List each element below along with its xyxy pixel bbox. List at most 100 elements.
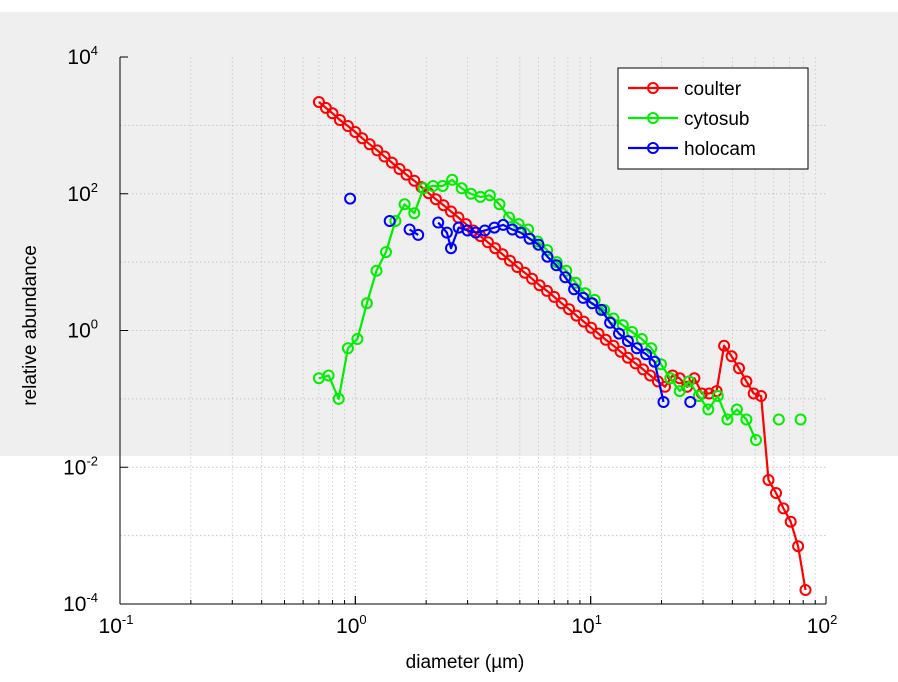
series-cytosub — [312, 173, 807, 446]
data-point-holocam — [440, 226, 453, 239]
data-point-cytosub — [389, 215, 402, 227]
data-point-cytosub — [794, 413, 807, 426]
data-point-coulter — [533, 279, 546, 292]
data-point-coulter — [496, 248, 509, 261]
data-point-cytosub — [360, 297, 373, 310]
legend-marker-cytosub — [647, 112, 659, 124]
data-point-holocam — [604, 316, 617, 329]
data-point-holocam — [523, 232, 536, 245]
data-point-cytosub — [503, 211, 516, 224]
data-point-coulter — [577, 315, 590, 328]
data-point-coulter — [563, 303, 576, 316]
legend-label-cytosub: cytosub — [684, 109, 749, 130]
data-point-coulter — [481, 236, 494, 249]
data-point-coulter — [400, 168, 413, 181]
data-point-coulter — [599, 333, 612, 346]
data-point-cytosub — [692, 390, 705, 402]
data-point-coulter — [784, 515, 797, 528]
y-tick-label: 100 — [67, 317, 98, 343]
data-point-coulter — [312, 96, 325, 108]
y-tick-label: 10-4 — [63, 590, 98, 616]
data-point-cytosub — [683, 375, 696, 388]
data-point-cytosub — [446, 173, 459, 186]
data-point-coulter — [548, 290, 561, 303]
legend-label-coulter: coulter — [684, 79, 742, 100]
data-point-cytosub — [332, 392, 345, 405]
x-tick-label: 102 — [807, 612, 838, 638]
legend-marker-holocam — [647, 142, 659, 154]
data-point-holocam — [559, 271, 572, 284]
data-point-cytosub — [569, 276, 582, 289]
data-point-holocam — [461, 224, 474, 237]
data-point-holocam — [403, 223, 416, 236]
data-point-cytosub — [483, 189, 496, 202]
legend-marker-coulter — [647, 82, 659, 94]
data-point-coulter — [526, 272, 539, 285]
axes: 10-1 100 101 102 10-4 10-2 100 102 104 diameter (… — [20, 43, 837, 673]
data-point-coulter — [733, 362, 745, 375]
data-point-coulter — [511, 261, 524, 273]
data-point-holocam — [684, 396, 697, 408]
data-point-coulter — [614, 345, 627, 358]
data-point-holocam — [432, 216, 445, 229]
data-point-cytosub — [351, 333, 364, 345]
data-point-cytosub — [730, 403, 743, 416]
legend-label-holocam: holocam — [684, 139, 756, 160]
data-point-cytosub — [711, 390, 724, 402]
data-point-coulter — [349, 126, 362, 138]
data-point-coulter — [770, 487, 782, 499]
data-point-cytosub — [436, 180, 449, 192]
data-point-coulter — [437, 199, 450, 212]
data-point-coulter — [445, 205, 457, 218]
x-tick-label: 10-1 — [99, 612, 134, 638]
series-holocam — [344, 192, 697, 408]
data-point-coulter — [621, 351, 634, 364]
data-point-holocam — [514, 226, 527, 239]
y-tick-label: 104 — [67, 43, 98, 69]
x-tick-label: 100 — [336, 612, 367, 638]
data-point-holocam — [621, 335, 634, 348]
y-tick-label: 10-2 — [63, 453, 98, 479]
data-point-holocam — [648, 355, 661, 368]
data-point-coulter — [592, 327, 605, 340]
data-point-coulter — [489, 242, 502, 255]
data-point-coulter — [740, 375, 753, 388]
data-point-coulter — [333, 114, 346, 126]
data-point-holocam — [630, 342, 643, 355]
data-point-holocam — [497, 218, 510, 231]
y-tick-label: 102 — [67, 180, 98, 206]
series — [312, 96, 812, 596]
data-point-coulter — [718, 339, 731, 352]
data-point-coulter — [555, 297, 568, 310]
data-point-cytosub — [721, 413, 734, 426]
data-point-cytosub — [493, 198, 506, 211]
data-point-holocam — [412, 228, 425, 241]
data-point-holocam — [344, 192, 357, 205]
data-point-coulter — [607, 339, 620, 352]
data-point-coulter — [570, 309, 583, 322]
data-point-holocam — [640, 348, 653, 361]
data-point-cytosub — [322, 369, 335, 382]
data-point-coulter — [585, 321, 598, 334]
data-point-coulter — [408, 174, 421, 187]
data-point-coulter — [385, 156, 398, 169]
data-point-cytosub — [341, 342, 354, 355]
data-point-cytosub — [772, 413, 785, 426]
data-point-coulter — [429, 193, 442, 206]
data-point-holocam — [383, 215, 396, 227]
data-point-coulter — [792, 540, 805, 553]
x-axis-label: diameter (µm) — [406, 652, 525, 673]
data-point-coulter — [637, 363, 650, 376]
data-point-cytosub — [664, 372, 677, 385]
data-point-holocam — [568, 283, 581, 296]
data-point-coulter — [725, 350, 738, 363]
data-point-coulter — [371, 144, 384, 157]
series-line-coulter — [318, 101, 807, 591]
data-point-coulter — [356, 132, 369, 145]
data-point-cytosub — [370, 264, 383, 277]
y-axis-label: relative abundance — [20, 245, 41, 406]
data-point-cytosub — [398, 198, 411, 211]
data-point-coulter — [326, 107, 339, 120]
data-point-holocam — [613, 327, 625, 340]
data-point-coulter — [777, 502, 790, 515]
